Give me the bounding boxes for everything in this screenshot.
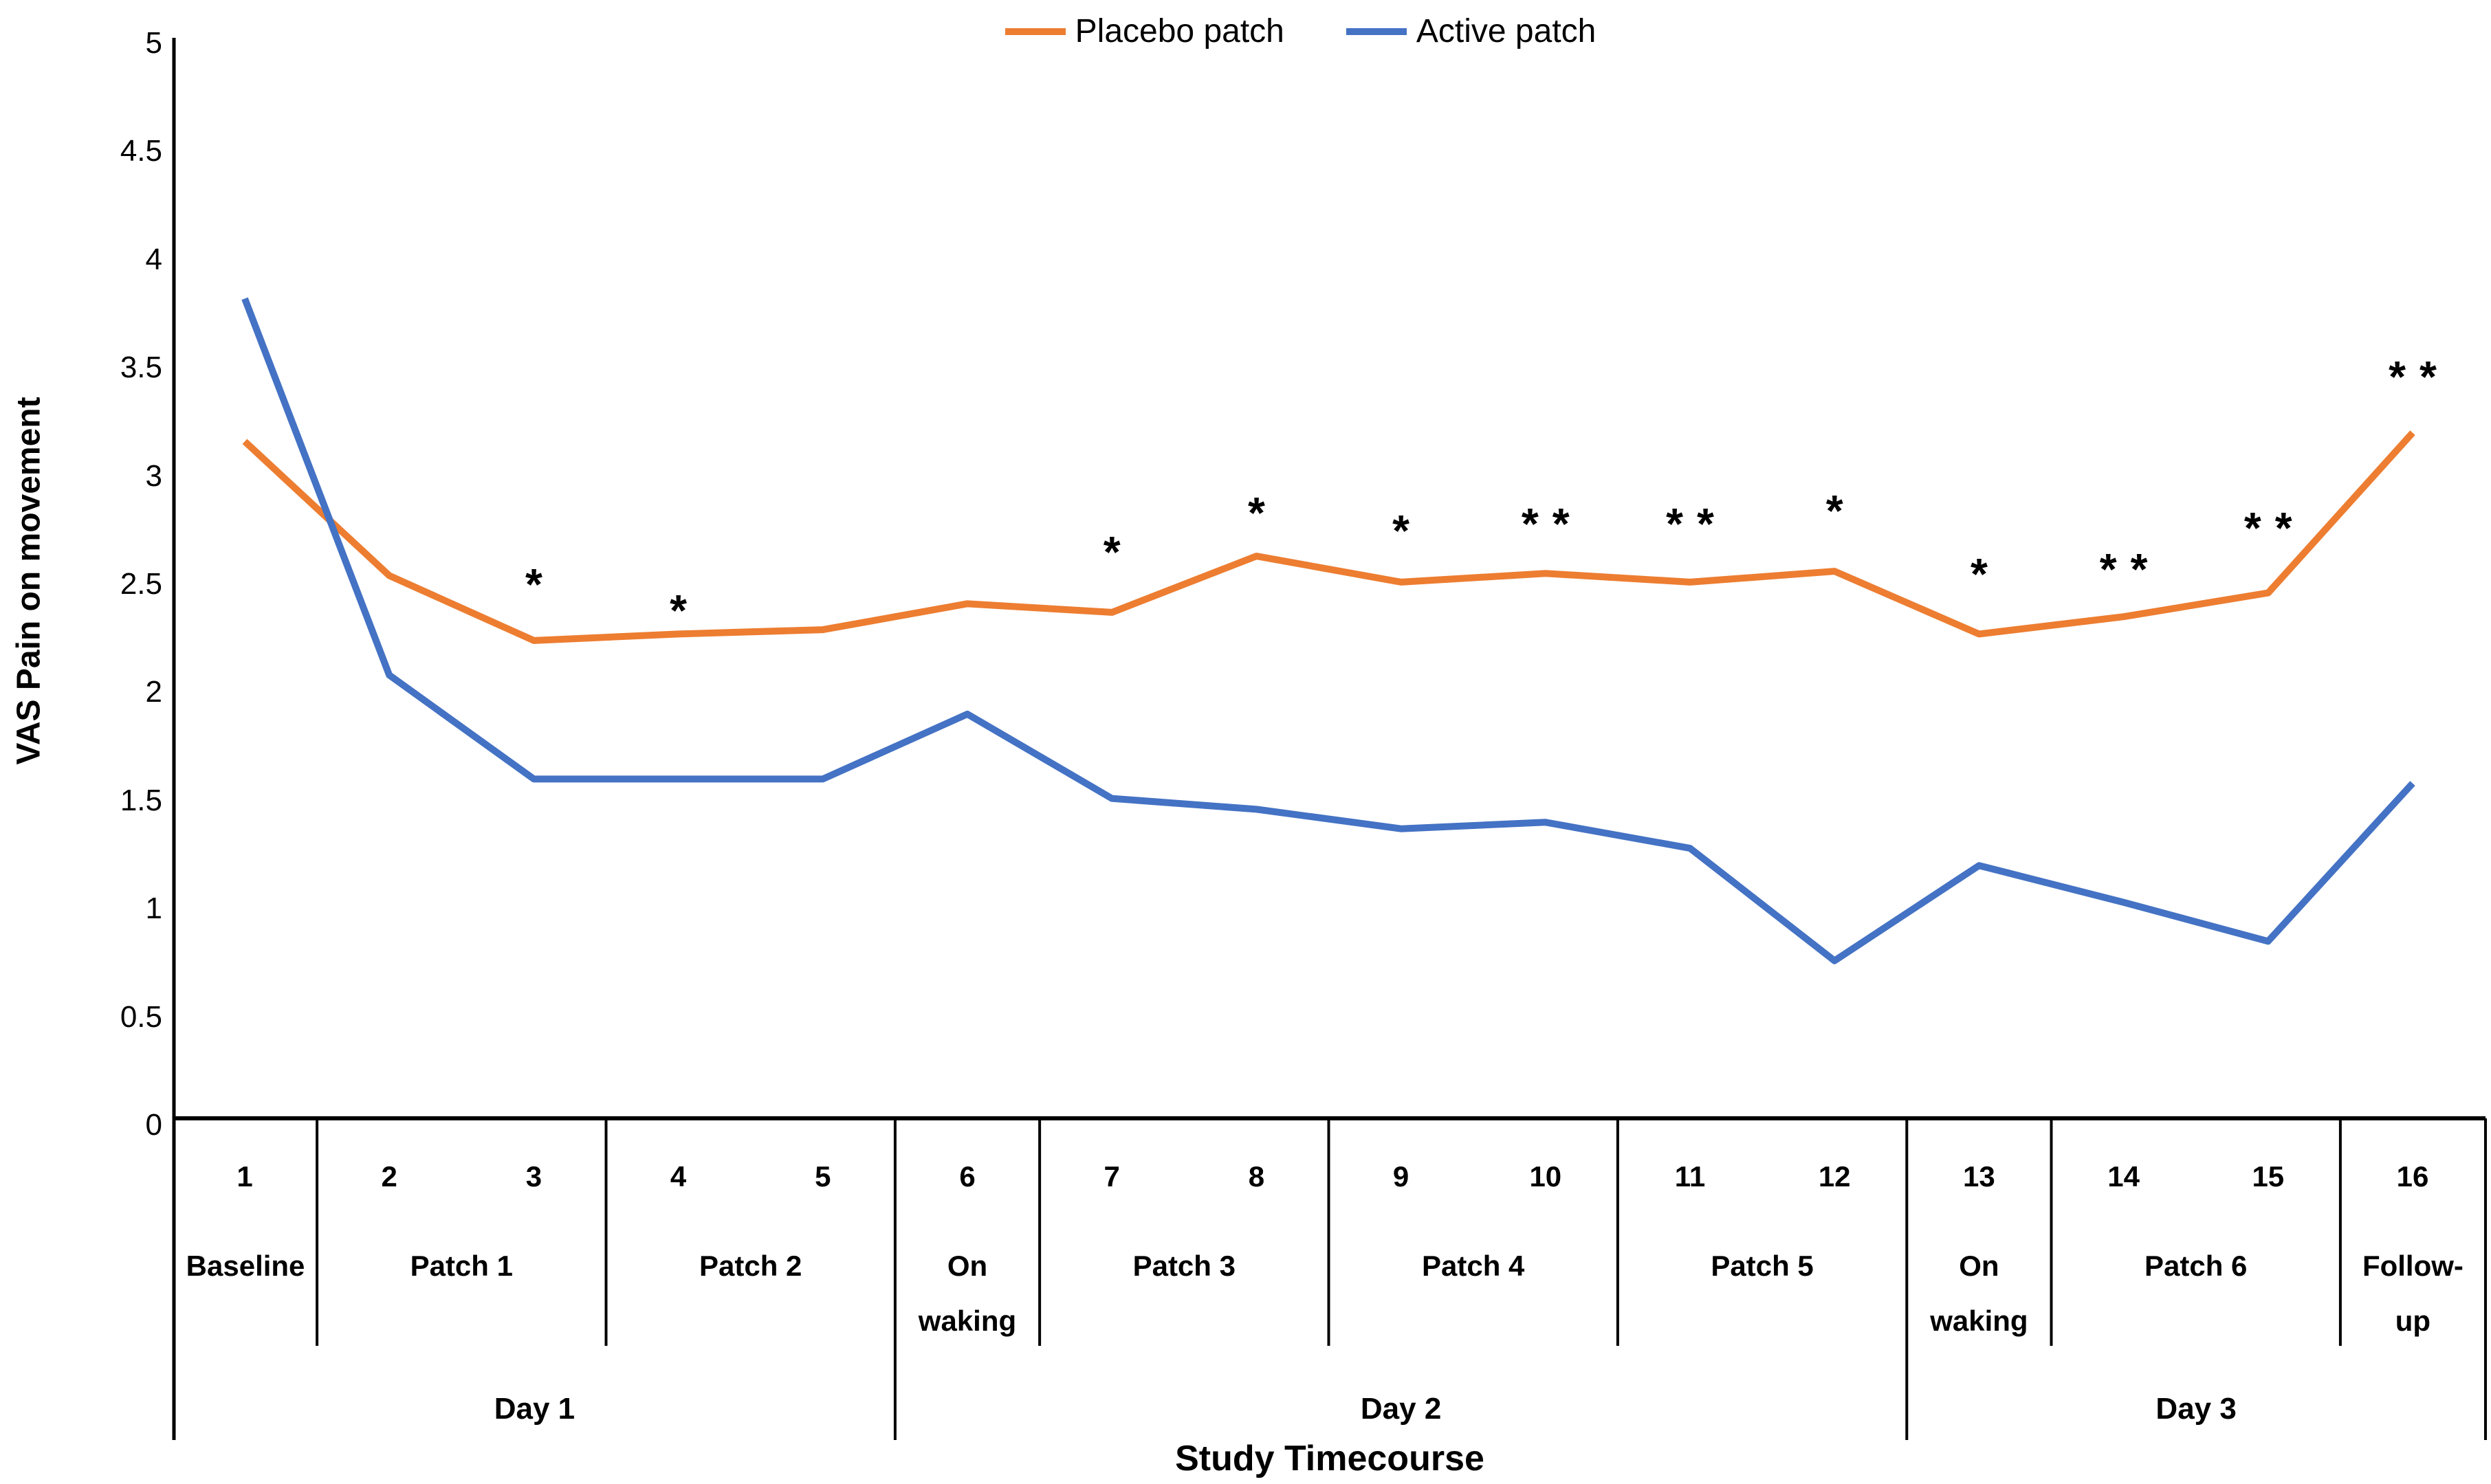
significance-marker: ** (1521, 499, 1583, 549)
significance-marker: * (1970, 549, 1988, 599)
x-tick-number: 15 (2252, 1160, 2285, 1193)
x-tick-number: 12 (1818, 1160, 1851, 1193)
y-tick-label: 2.5 (120, 567, 162, 601)
x-day-label: Day 3 (2155, 1392, 2237, 1426)
x-tick-number: 11 (1674, 1160, 1706, 1193)
x-group-label: On waking (1930, 1250, 2028, 1337)
legend-item-placebo: Placebo patch (1005, 10, 1284, 54)
significance-marker: * (1247, 488, 1265, 538)
x-tick-number: 14 (2107, 1160, 2140, 1193)
significance-marker: ** (2243, 503, 2306, 553)
significance-marker: ** (2099, 544, 2162, 595)
x-tick-number: 5 (815, 1160, 831, 1193)
y-tick-label: 4 (145, 242, 162, 276)
y-tick-label: 2 (145, 675, 162, 709)
x-tick-number: 6 (959, 1160, 976, 1193)
significance-marker: * (1103, 527, 1121, 577)
x-group-label: Patch 6 (2144, 1250, 2248, 1282)
x-tick-number: 13 (1963, 1160, 1995, 1193)
y-tick-label: 0 (145, 1108, 162, 1142)
active-series-line (241, 297, 2415, 964)
y-tick-label: 4.5 (120, 134, 162, 168)
legend: Placebo patch Active patch (55, 10, 2491, 54)
placebo-series-line (242, 430, 2415, 644)
significance-marker: ** (2389, 352, 2450, 402)
y-tick-label: 3.5 (120, 351, 162, 385)
legend-label-placebo: Placebo patch (1075, 13, 1284, 49)
x-group-label: Baseline (186, 1250, 305, 1282)
x-tick-number: 9 (1392, 1160, 1409, 1193)
y-tick-label: 5 (145, 26, 162, 60)
x-tick-number: 8 (1248, 1160, 1265, 1193)
y-tick-label: 1 (145, 891, 162, 926)
significance-marker: * (1392, 505, 1410, 555)
x-day-label: Day 2 (1360, 1392, 1442, 1426)
x-tick-number: 2 (381, 1160, 397, 1193)
y-tick-label: 0.5 (120, 999, 162, 1034)
x-group-label: Patch 1 (410, 1250, 513, 1282)
significance-marker: * (525, 560, 542, 610)
y-tick-label: 3 (145, 458, 162, 493)
significance-marker: * (670, 586, 688, 636)
significance-marker: * (1825, 486, 1843, 536)
x-group-label: On waking (918, 1250, 1017, 1337)
x-tick-number: 16 (2396, 1160, 2429, 1193)
x-day-label: Day 1 (494, 1392, 575, 1426)
legend-label-active: Active patch (1416, 13, 1596, 49)
x-group-label: Follow- up (2362, 1250, 2463, 1337)
x-tick-number: 1 (237, 1160, 253, 1193)
placebo-line-marker-icon (1005, 28, 1066, 35)
x-group-label: Patch 3 (1132, 1250, 1236, 1282)
x-group-label: Patch 5 (1711, 1250, 1814, 1282)
significance-marker: ** (1666, 499, 1728, 549)
active-line-marker-icon (1346, 28, 1407, 35)
y-tick-label: 1.5 (120, 783, 162, 817)
x-tick-number: 4 (670, 1160, 687, 1193)
x-tick-number: 10 (1529, 1160, 1562, 1193)
legend-item-active: Active patch (1346, 10, 1596, 54)
x-axis-title: Study Timecourse (1175, 1439, 1484, 1479)
x-tick-number: 3 (525, 1160, 542, 1193)
x-group-label: Patch 2 (699, 1250, 802, 1282)
x-tick-number: 7 (1104, 1160, 1120, 1193)
x-group-label: Patch 4 (1421, 1250, 1525, 1282)
